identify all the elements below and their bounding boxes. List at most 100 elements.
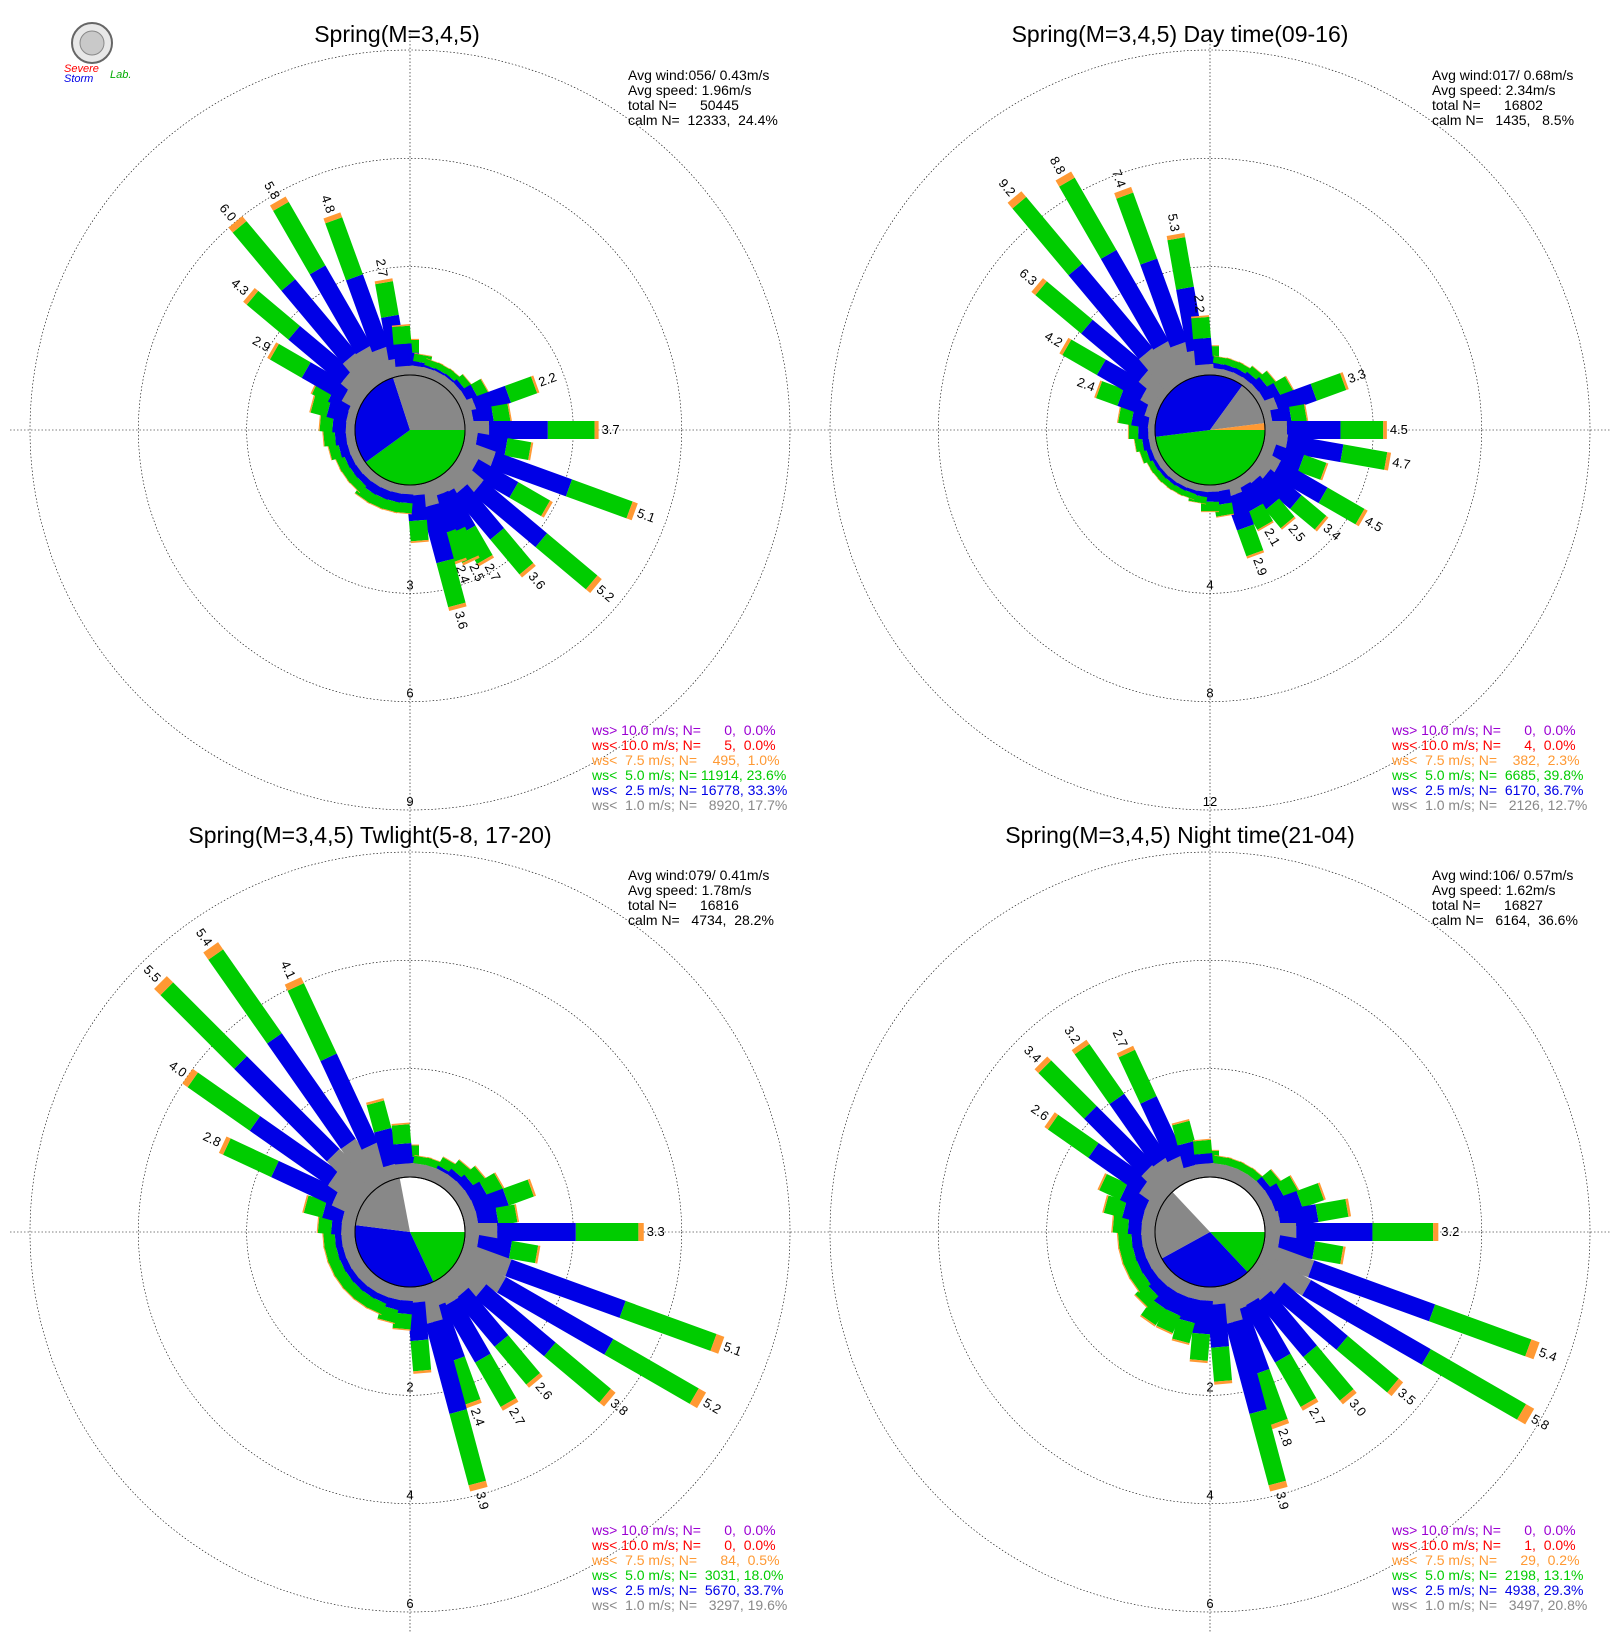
legend-item-ws_lt75: ws< 7.5 m/s; N= 495, 1.0%	[591, 752, 780, 768]
ring-label-3: 6	[406, 1596, 413, 1611]
bar-segment-2	[288, 325, 353, 384]
bar-segment-2	[1286, 421, 1341, 439]
bar-label: 5.2	[594, 582, 617, 605]
bar-segment-1	[1246, 1260, 1285, 1297]
bar-segment-4	[1059, 337, 1072, 356]
bar-segment-4	[377, 1318, 395, 1325]
ring-label-1: 3	[406, 577, 413, 592]
bar-segment-4	[318, 413, 322, 432]
bar-segment-4	[476, 555, 495, 567]
bar-segment-1	[331, 1189, 364, 1217]
ring-2	[138, 158, 682, 702]
ring-label-2: 4	[1206, 1488, 1213, 1503]
bar-segment-2	[393, 343, 414, 367]
bar-segment-2	[234, 1056, 340, 1162]
bar-label: 3.3	[647, 1224, 665, 1239]
bar-segment-4	[374, 278, 393, 285]
bar-segment-4	[448, 602, 467, 612]
ring-label-1: 2	[1206, 1379, 1213, 1394]
bar-segment-3	[160, 982, 247, 1069]
bar-segment-3	[535, 533, 598, 590]
bar-segment-4	[594, 421, 599, 439]
bar-segment-3	[1095, 381, 1124, 406]
bar-segment-1	[438, 466, 468, 496]
ring-3	[29, 851, 791, 1613]
bar-segment-3	[1340, 421, 1384, 439]
bar-segment-3	[1047, 1114, 1099, 1158]
bar-segment-2	[1088, 1142, 1150, 1194]
bar-segment-2	[497, 1223, 576, 1241]
bar-335deg: 4.1	[278, 958, 395, 1186]
bar-segment-4	[1116, 405, 1122, 423]
bar-segment-4	[354, 492, 370, 504]
bar-310deg: 4.3	[228, 275, 374, 402]
bar-segment-4	[309, 394, 316, 413]
bar-segment-3	[1340, 444, 1388, 470]
bar-segment-4	[1171, 1338, 1190, 1346]
bar-label: 2.9	[250, 333, 273, 355]
bar-segment-4	[463, 1399, 482, 1409]
bar-label: 3.4	[1021, 1042, 1044, 1065]
stat-line-1: Avg wind:106/ 0.57m/s	[1432, 867, 1573, 883]
bar-segment-4	[1117, 1247, 1124, 1265]
bar-segment-4	[458, 1159, 474, 1172]
bar-segment-3	[317, 1215, 333, 1235]
bar-segment-4	[228, 216, 247, 233]
ring-2	[138, 960, 682, 1504]
bar-segment-2	[1100, 249, 1169, 350]
bar-segment-2	[489, 421, 548, 439]
legend-item-ws_gt10: ws> 10.0 m/s; N= 0, 0.0%	[1391, 1522, 1576, 1538]
ring-label-1: 2	[406, 1379, 413, 1394]
ring-label-1: 4	[1206, 577, 1213, 592]
bar-segment-4	[1121, 1262, 1131, 1280]
logo-storm-text: Storm	[64, 73, 93, 85]
stat-line-3: total N= 16827	[1432, 897, 1543, 913]
bar-segment-3	[1099, 1173, 1128, 1200]
bar-segment-2	[1096, 359, 1150, 401]
bar-segment-4	[1192, 1138, 1211, 1142]
bar-segment-4	[1216, 513, 1235, 518]
bar-355deg	[391, 1122, 415, 1178]
bar-label: 5.3	[1165, 212, 1183, 232]
bar-segment-2	[505, 1259, 626, 1318]
bar-segment-3	[375, 281, 399, 318]
bar-segment-3	[1074, 1044, 1125, 1105]
bar-segment-2	[309, 265, 372, 355]
calm-pie-slice-green	[1155, 430, 1265, 486]
wind-rose-panel-2: Spring(M=3,4,5) Day time(09-16) 4 8 12 Avg w…	[810, 21, 1610, 830]
bar-label: 2.8	[201, 1129, 224, 1150]
legend-item-ws_lt1: ws< 1.0 m/s; N= 2126, 12.7%	[1391, 797, 1587, 813]
wind-rose-panel-1: Spring(M=3,4,5) 3 6 9 Avg wind:056/ 0.43m/sA…	[10, 21, 810, 830]
bar-segment-3	[187, 1072, 261, 1131]
bar-segment-4	[1384, 452, 1392, 471]
bar-segment-4	[1097, 1173, 1107, 1191]
bar-segment-1	[446, 1260, 487, 1299]
legend-item-ws_lt10: ws< 10.0 m/s; N= 4, 0.0%	[1391, 737, 1576, 753]
bar-segment-2	[271, 1160, 340, 1206]
bar-segment-4	[1166, 232, 1186, 241]
bar-segment-4	[1111, 1214, 1115, 1233]
bar-segment-4	[494, 1172, 505, 1189]
bar-segment-3	[1112, 1214, 1130, 1234]
bar-segment-3	[1275, 1353, 1317, 1407]
bar-label: 6.3	[1017, 265, 1040, 288]
bar-110deg: 5.4	[1258, 1242, 1559, 1365]
legend-item-ws_lt1: ws< 1.0 m/s; N= 3297, 19.6%	[591, 1597, 787, 1613]
bar-segment-4	[413, 1369, 432, 1374]
bar-segment-4	[392, 1327, 411, 1331]
bar-segment-4	[1102, 1195, 1109, 1213]
bar-segment-3	[269, 343, 311, 378]
bar-segment-4	[1246, 550, 1265, 559]
bar-segment-2	[469, 459, 519, 498]
bar-segment-2	[1257, 1290, 1318, 1358]
legend-item-ws_lt1: ws< 1.0 m/s; N= 8920, 17.7%	[591, 797, 787, 813]
bar-segment-3	[392, 1312, 412, 1330]
bar-segment-3	[1237, 524, 1264, 557]
logo-lab-text: Lab.	[110, 69, 131, 81]
bar-segment-2	[1117, 388, 1151, 416]
wind-rose-panel-3: Spring(M=3,4,5) Twlight(5-8, 17-20) 2 4 6 Av…	[10, 822, 810, 1632]
bar-315deg: 3.4	[1021, 1042, 1178, 1200]
bar-segment-2	[489, 451, 573, 497]
bar-segment-1	[1253, 1251, 1312, 1296]
bar-segment-3	[447, 1356, 481, 1406]
